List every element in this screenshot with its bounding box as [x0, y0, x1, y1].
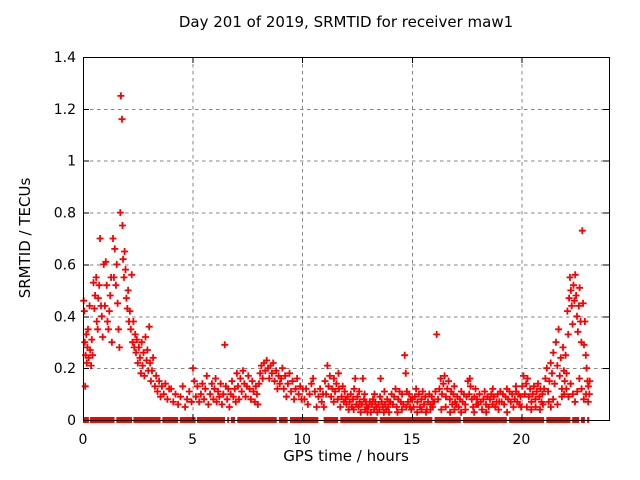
chart-title: Day 201 of 2019, SRMTID for receiver maw… [178, 13, 514, 31]
x-tick-label: 0 [79, 432, 88, 448]
y-tick-label: 0.2 [54, 361, 76, 377]
gridlines [83, 57, 609, 420]
y-tick-label: 0 [67, 413, 76, 429]
data-points [80, 92, 594, 416]
y-tick-label: 1.2 [54, 102, 76, 118]
x-tick-label: 20 [512, 432, 530, 448]
axes-border [83, 57, 610, 421]
y-tick-label: 0.8 [54, 206, 76, 222]
y-tick-label: 1 [67, 154, 76, 170]
y-tick-label: 0.4 [54, 309, 76, 325]
x-tick-label: 5 [188, 432, 197, 448]
tick-labels: 0 5 10 15 20 0 0.2 0.4 0.6 0.8 1 1.2 1.4 [54, 50, 531, 448]
x-tick-label: 10 [293, 432, 311, 448]
y-tick-label: 1.4 [54, 50, 76, 66]
x-tick-label: 15 [403, 432, 421, 448]
x-axis-label: GPS time / hours [283, 447, 409, 465]
y-tick-label: 0.6 [54, 257, 76, 273]
